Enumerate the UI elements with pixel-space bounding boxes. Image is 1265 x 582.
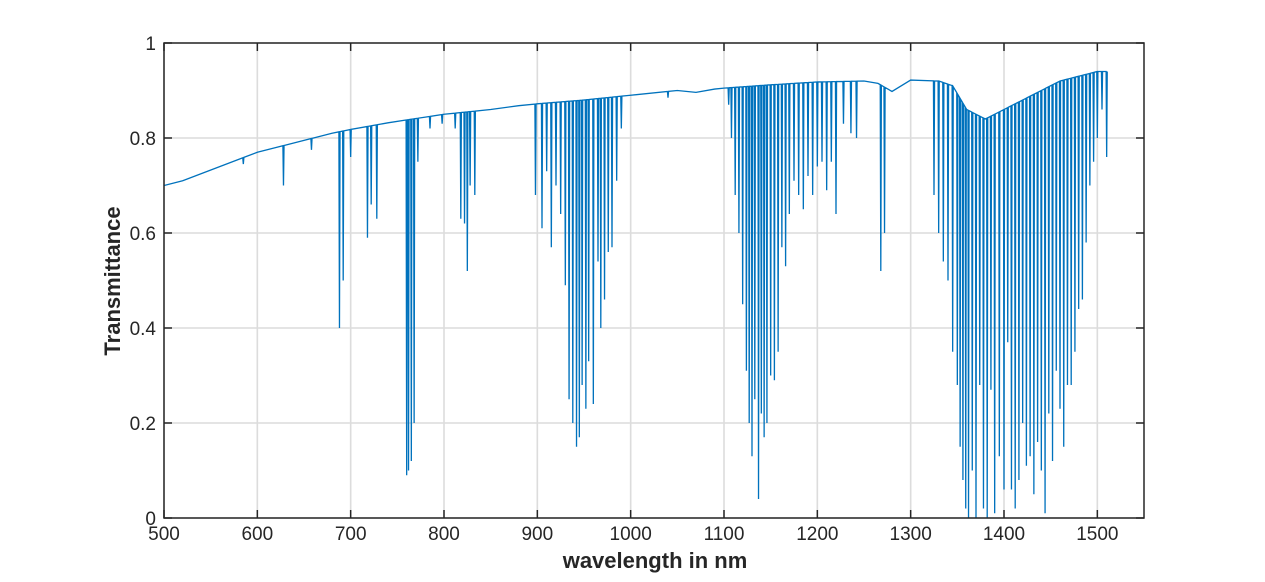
x-axis-title: wavelength in nm: [562, 548, 748, 573]
x-tick-label: 900: [521, 524, 553, 545]
x-tick-label: 700: [335, 524, 367, 545]
x-tick-label: 1000: [610, 524, 652, 545]
x-tick-label: 1500: [1076, 524, 1118, 545]
y-tick-label: 0: [145, 509, 156, 530]
x-tick-label: 1300: [890, 524, 932, 545]
x-tick-label: 600: [241, 524, 273, 545]
y-tick-label: 0.2: [130, 414, 156, 435]
transmittance-series-line: [164, 70, 1108, 518]
y-tick-label: 0.4: [130, 319, 157, 340]
plot-area: [164, 70, 1108, 518]
y-tick-label: 1: [145, 34, 156, 55]
y-tick-label: 0.8: [130, 129, 156, 150]
tick-labels: 500 600 700 800 900 1000 1100 1200 1300 1400 1500 0…: [130, 34, 1119, 545]
x-tick-label: 800: [428, 524, 460, 545]
ticks: [163, 42, 1144, 519]
x-tick-label: 1400: [983, 524, 1025, 545]
axes-box: [163, 42, 1145, 519]
x-tick-label: 500: [148, 524, 180, 545]
y-tick-label: 0.6: [130, 224, 156, 245]
grid: [163, 42, 1144, 519]
y-axis-title: Transmittance: [100, 206, 125, 355]
x-tick-label: 1200: [796, 524, 838, 545]
x-tick-label: 1100: [704, 524, 745, 545]
